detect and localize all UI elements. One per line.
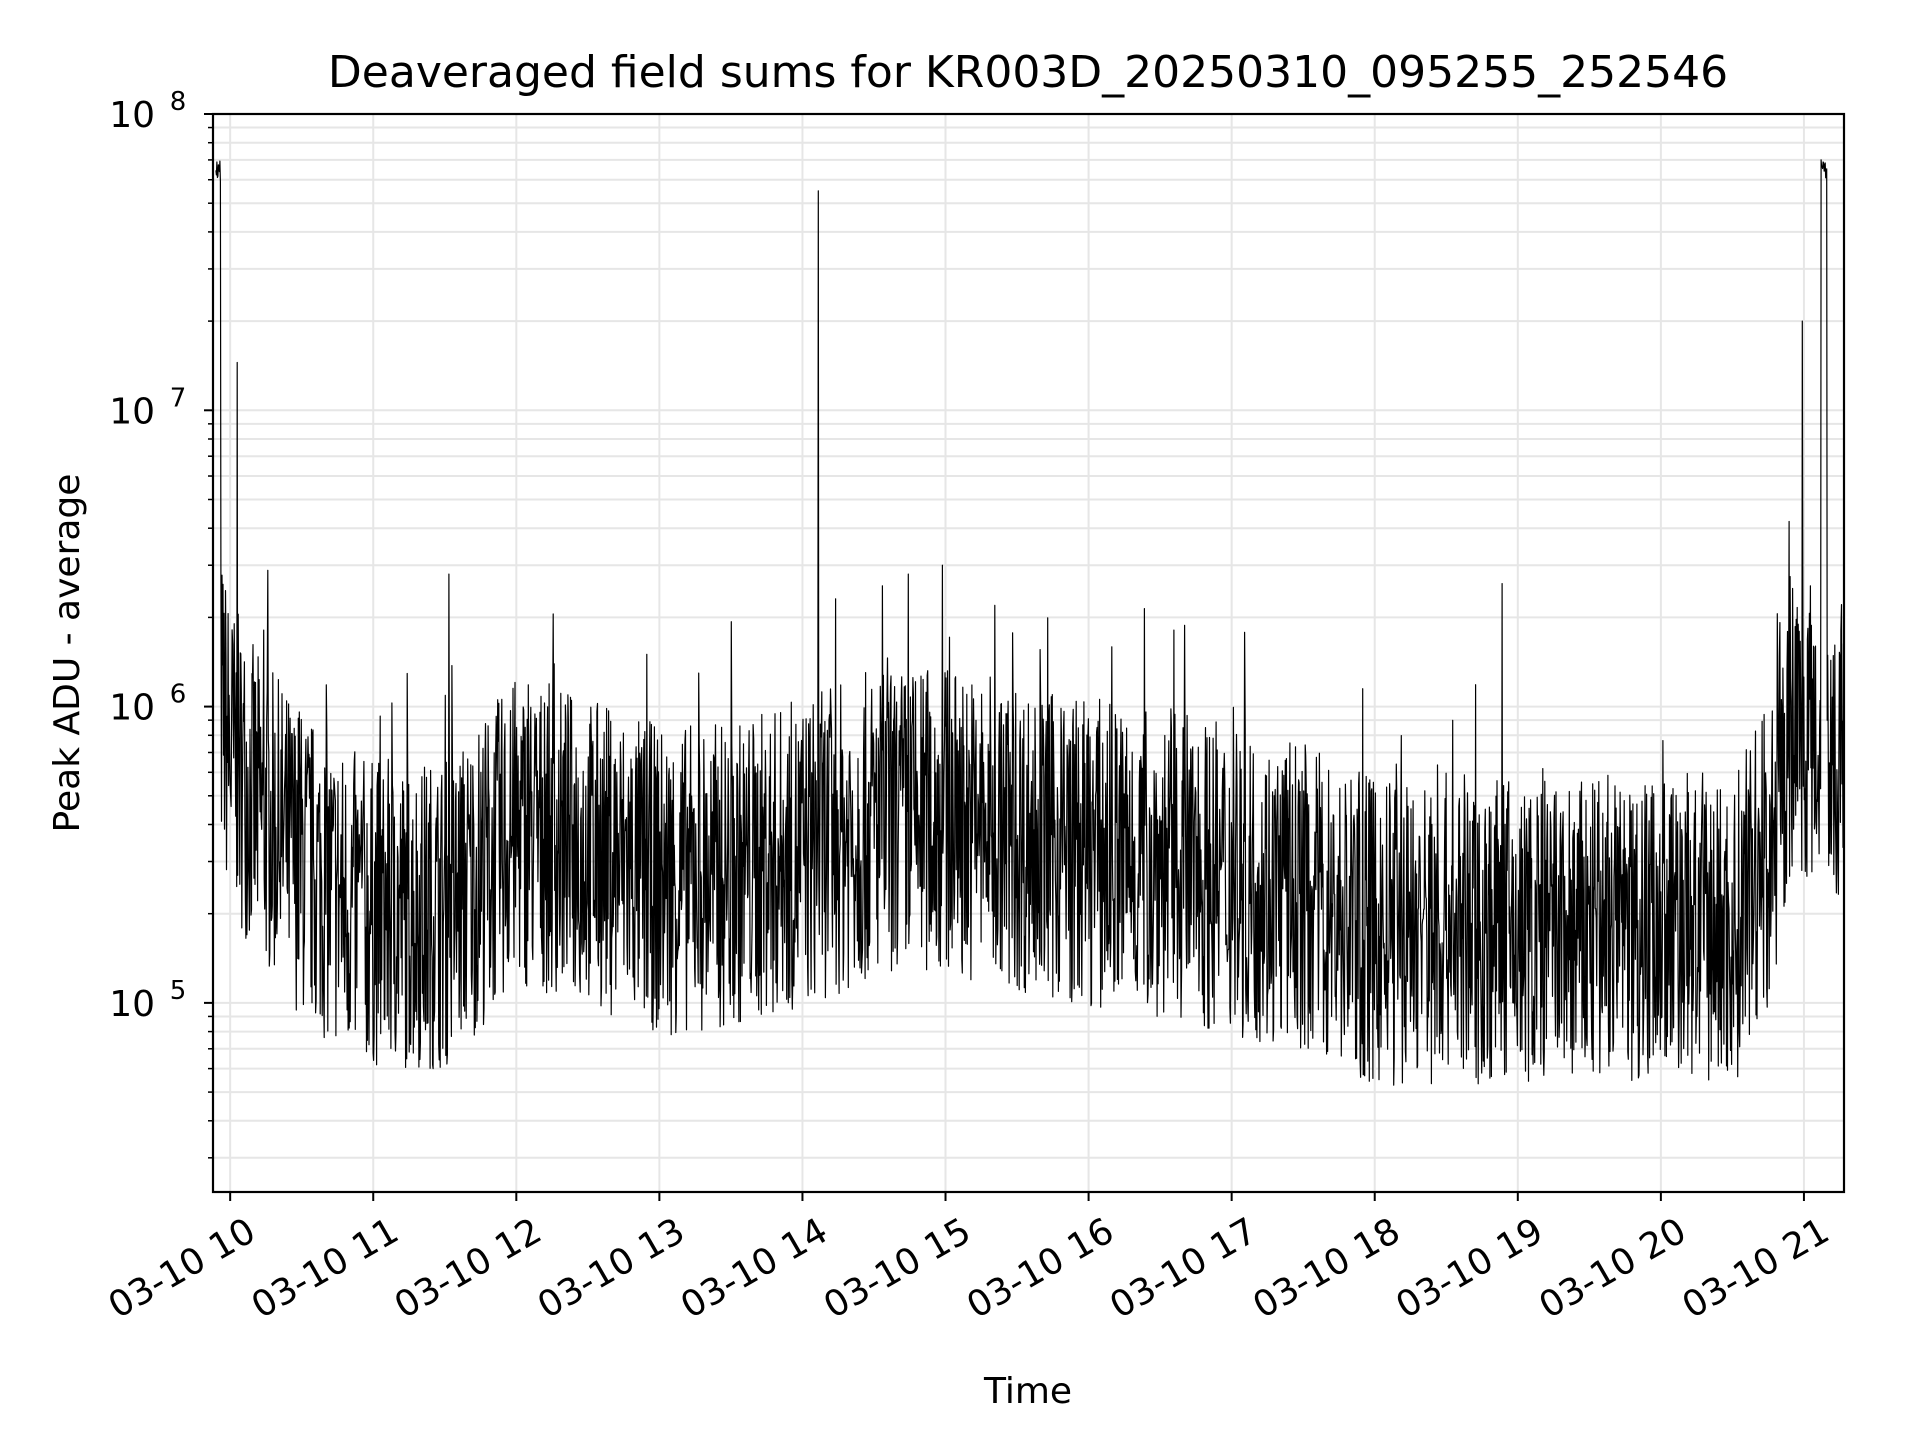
axis-ticks: [204, 113, 1805, 1201]
y-tick-exponent: 8: [170, 87, 187, 117]
y-tick-label: 10: [109, 391, 155, 432]
y-tick-exponent: 6: [170, 680, 187, 710]
y-tick-label: 10: [109, 688, 155, 729]
x-axis-label: Time: [983, 1371, 1072, 1412]
y-tick-exponent: 5: [170, 976, 187, 1006]
y-tick-exponent: 7: [170, 383, 187, 413]
series-line: [215, 159, 1845, 1086]
chart-title: Deaveraged field sums for KR003D_2025031…: [328, 47, 1728, 98]
y-tick-label: 10: [109, 984, 155, 1025]
data-area: [215, 159, 1845, 1086]
y-tick-label: 10: [109, 95, 155, 136]
plot-frame: [211, 112, 1846, 1194]
y-axis-label: Peak ADU - average: [47, 474, 88, 833]
